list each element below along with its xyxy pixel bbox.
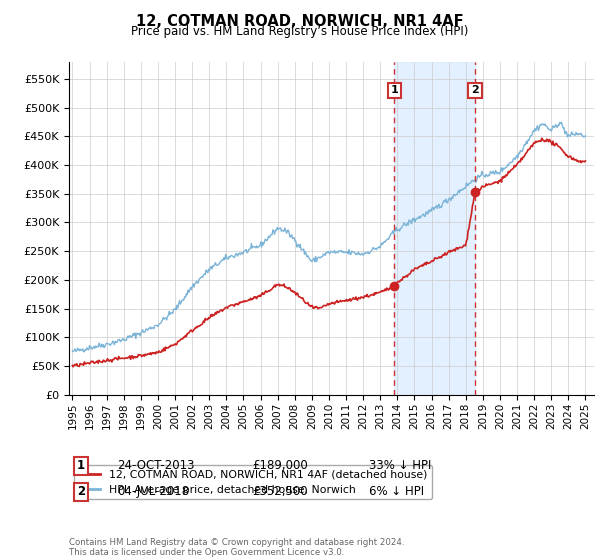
Text: Contains HM Land Registry data © Crown copyright and database right 2024.
This d: Contains HM Land Registry data © Crown c… bbox=[69, 538, 404, 557]
Text: 24-OCT-2013: 24-OCT-2013 bbox=[117, 459, 194, 473]
Text: £189,000: £189,000 bbox=[252, 459, 308, 473]
Text: 6% ↓ HPI: 6% ↓ HPI bbox=[369, 485, 424, 498]
Text: 2: 2 bbox=[471, 85, 479, 95]
Text: 12, COTMAN ROAD, NORWICH, NR1 4AF: 12, COTMAN ROAD, NORWICH, NR1 4AF bbox=[136, 14, 464, 29]
Text: 1: 1 bbox=[391, 85, 398, 95]
Text: 1: 1 bbox=[77, 459, 85, 473]
Bar bbox=[394, 62, 475, 395]
Text: 33% ↓ HPI: 33% ↓ HPI bbox=[369, 459, 431, 473]
Text: 2: 2 bbox=[77, 485, 85, 498]
Text: £352,500: £352,500 bbox=[252, 485, 308, 498]
Legend: 12, COTMAN ROAD, NORWICH, NR1 4AF (detached house), HPI: Average price, detached: 12, COTMAN ROAD, NORWICH, NR1 4AF (detac… bbox=[74, 465, 432, 500]
Text: 04-JUL-2018: 04-JUL-2018 bbox=[117, 485, 189, 498]
Text: Price paid vs. HM Land Registry’s House Price Index (HPI): Price paid vs. HM Land Registry’s House … bbox=[131, 25, 469, 38]
